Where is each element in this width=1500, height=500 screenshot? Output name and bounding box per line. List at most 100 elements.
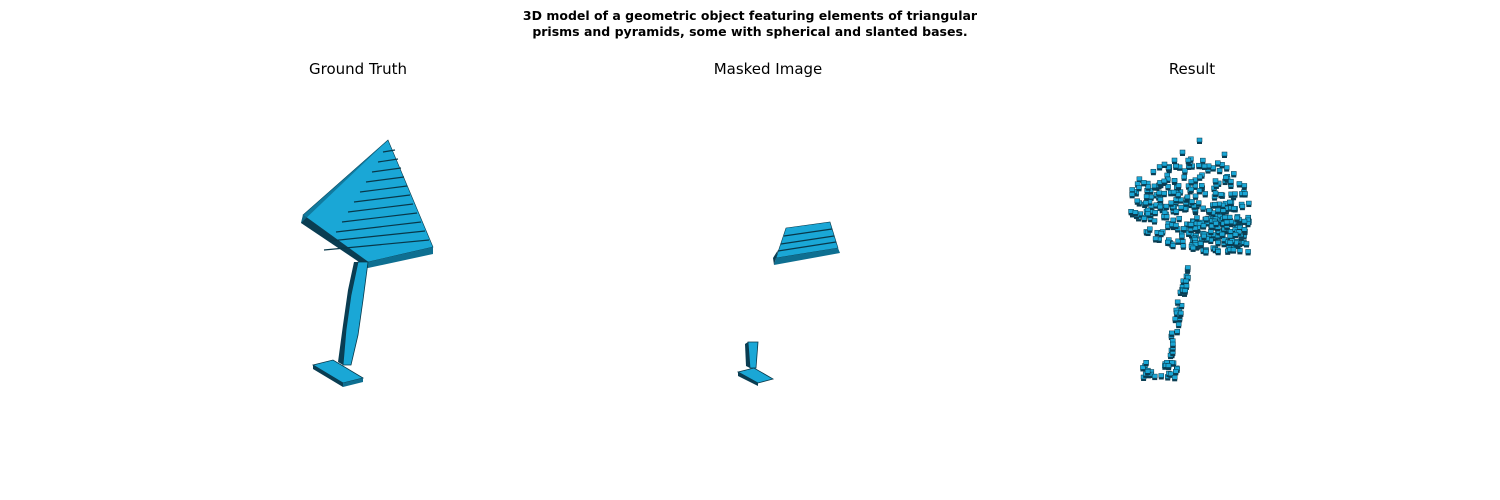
panel-title-result: Result: [1168, 60, 1216, 78]
voxel-cube: [1171, 375, 1178, 382]
voxel-cube: [1175, 321, 1182, 329]
voxel-cube: [1129, 192, 1135, 199]
voxel-cube: [1144, 369, 1151, 376]
panel-ground-truth: Ground Truth: [158, 60, 558, 490]
pyramid-step-lines: [323, 149, 430, 251]
voxel-render-ground-truth: [301, 139, 434, 387]
voxel-cube: [1228, 178, 1234, 186]
voxel-cube: [1215, 207, 1221, 214]
voxel-cube: [1196, 174, 1203, 181]
voxel-cube: [1142, 200, 1149, 207]
voxel-cube: [1152, 236, 1159, 243]
voxel-cube: [1195, 200, 1202, 207]
panel-result: Result: [992, 60, 1392, 490]
voxel-cube: [1152, 209, 1159, 217]
voxel-cube: [1218, 191, 1224, 199]
partial-stem: [745, 341, 759, 369]
voxel-cube: [1178, 310, 1184, 317]
voxel-cube: [1194, 215, 1200, 222]
voxel-cube: [1212, 201, 1218, 209]
voxel-cube: [1188, 186, 1194, 194]
voxel-cube: [1170, 242, 1176, 250]
voxel-cube: [1132, 210, 1139, 217]
voxel-cube: [1172, 316, 1179, 323]
stem-shape: [338, 261, 369, 366]
voxel-cube: [1177, 197, 1184, 204]
voxel-cube: [1169, 360, 1175, 367]
voxel-cube: [1156, 190, 1163, 197]
base-plate: [311, 359, 365, 387]
voxel-cube: [1201, 233, 1207, 241]
voxel-cube: [1180, 243, 1187, 250]
voxel-cube: [1168, 200, 1174, 207]
voxel-cube: [1239, 203, 1246, 211]
voxel-cube: [1168, 371, 1174, 378]
voxel-cube: [1170, 341, 1176, 349]
voxel-cube: [1188, 179, 1195, 186]
voxel-cube: [1215, 249, 1221, 256]
panel-title-ground-truth: Ground Truth: [309, 60, 407, 78]
voxel-cube: [1152, 373, 1158, 381]
voxel-cube: [1180, 226, 1187, 233]
voxel-cube: [1134, 198, 1141, 205]
voxel-cube: [1176, 215, 1182, 223]
voxel-render-masked-image: [736, 221, 840, 386]
voxel-cube: [1158, 230, 1164, 238]
voxel-cube: [1245, 249, 1251, 256]
voxel-cube: [1242, 191, 1248, 198]
voxel-cube: [1221, 151, 1228, 158]
voxel-cube: [1230, 247, 1237, 254]
voxel-cube: [1136, 185, 1142, 192]
panel-masked-image: Masked Image: [568, 60, 968, 490]
voxel-cube: [1232, 191, 1238, 198]
voxel-cube: [1161, 161, 1168, 168]
voxel-cube: [1178, 204, 1184, 212]
voxel-cube: [1200, 223, 1207, 230]
voxel-cube: [1215, 240, 1221, 247]
voxel-cube: [1196, 162, 1202, 170]
voxel-cube: [1227, 199, 1233, 207]
voxel-cube: [1175, 192, 1181, 199]
voxel-cube: [1203, 249, 1209, 256]
voxel-cube: [1165, 184, 1171, 191]
voxel-cube: [1202, 191, 1208, 198]
voxel-cube: [1223, 219, 1230, 226]
voxel-cube: [1196, 137, 1203, 144]
voxel-cube: [1141, 180, 1147, 187]
voxel-cube: [1190, 245, 1196, 252]
voxel-cube: [1143, 194, 1150, 201]
voxel-cube: [1158, 373, 1165, 380]
voxel-cube: [1200, 205, 1206, 212]
voxel-cube: [1182, 288, 1188, 295]
voxel-cube: [1231, 205, 1237, 213]
voxel-cube: [1173, 222, 1179, 230]
voxel-cube: [1246, 200, 1252, 208]
voxel-cube: [1173, 209, 1180, 216]
voxel-cube: [1141, 216, 1147, 223]
voxel-render-result: [1128, 137, 1252, 382]
voxel-cube: [1197, 241, 1204, 248]
figure-title-line-1: 3D model of a geometric object featuring…: [522, 8, 978, 23]
voxel-cube: [1220, 208, 1227, 215]
voxel-cube: [1147, 226, 1153, 233]
voxel-cube: [1237, 248, 1243, 255]
slab-step-lines: [777, 228, 837, 252]
voxel-cube: [1203, 216, 1210, 223]
voxel-cube: [1157, 204, 1163, 211]
voxel-cube: [1150, 168, 1157, 176]
voxel-cube: [1192, 183, 1198, 190]
voxel-cube: [1171, 178, 1178, 185]
voxel-cube: [1196, 188, 1203, 195]
voxel-cube: [1192, 193, 1199, 200]
voxel-cube: [1169, 330, 1175, 337]
voxel-cube: [1241, 226, 1248, 234]
voxel-cube: [1243, 241, 1250, 248]
voxel-cube: [1165, 363, 1172, 370]
voxel-cube: [1145, 211, 1151, 218]
voxel-cube: [1171, 157, 1178, 164]
voxel-cube: [1161, 178, 1168, 185]
voxel-cube: [1173, 369, 1179, 376]
voxel-cube: [1185, 157, 1191, 165]
voxel-cube: [1227, 240, 1234, 247]
voxel-cube: [1223, 175, 1229, 182]
